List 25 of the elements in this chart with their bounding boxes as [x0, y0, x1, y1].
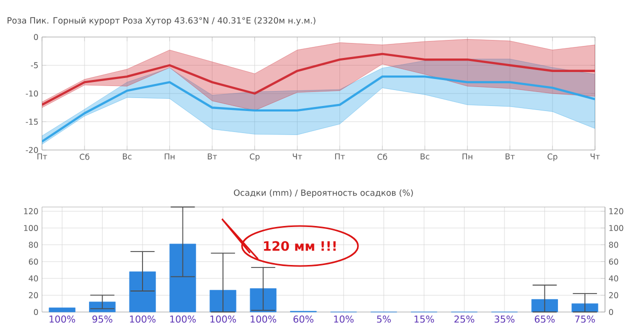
bar — [169, 244, 196, 312]
bar — [250, 288, 276, 312]
x-tick-label: 95% — [92, 316, 112, 323]
bar — [210, 290, 236, 312]
line-series — [42, 52, 596, 106]
x-tick-label: 100% — [210, 316, 236, 323]
x-tick-label: 25% — [454, 316, 474, 323]
chart-title: Осадки (mm) / Вероятность осадков (%) — [234, 189, 413, 198]
x-tick-label: 100% — [250, 316, 276, 323]
x-tick-label: 100% — [130, 316, 156, 323]
bar — [48, 308, 76, 312]
x-tick-label: 100% — [50, 316, 76, 323]
x-tick-label: 35% — [494, 316, 514, 323]
annotation: 120 мм !!! — [264, 241, 336, 251]
x-tick-label: 100% — [170, 316, 196, 323]
x-tick-label: 75% — [575, 316, 595, 323]
bar — [129, 271, 156, 312]
x-tick-label: 15% — [414, 316, 434, 323]
bar — [531, 299, 558, 312]
x-tick-label: 60% — [294, 316, 314, 323]
x-tick-label: 5% — [377, 316, 391, 323]
x-tick-label: 65% — [534, 316, 555, 323]
chart-title: Роза Пик. Горный курорт Роза Хутор 43.63°N / 40.31°E (2320м н.у.м.) — [8, 17, 316, 26]
x-tick-label: 10% — [334, 316, 354, 323]
line-series — [42, 75, 596, 143]
